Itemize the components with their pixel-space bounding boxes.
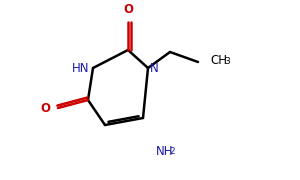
Text: O: O — [123, 3, 133, 16]
Text: NH: NH — [156, 145, 173, 158]
Text: CH: CH — [210, 53, 227, 66]
Text: O: O — [40, 102, 50, 116]
Text: 3: 3 — [224, 57, 230, 66]
Text: N: N — [150, 62, 159, 75]
Text: HN: HN — [71, 62, 89, 75]
Text: 2: 2 — [169, 147, 175, 156]
